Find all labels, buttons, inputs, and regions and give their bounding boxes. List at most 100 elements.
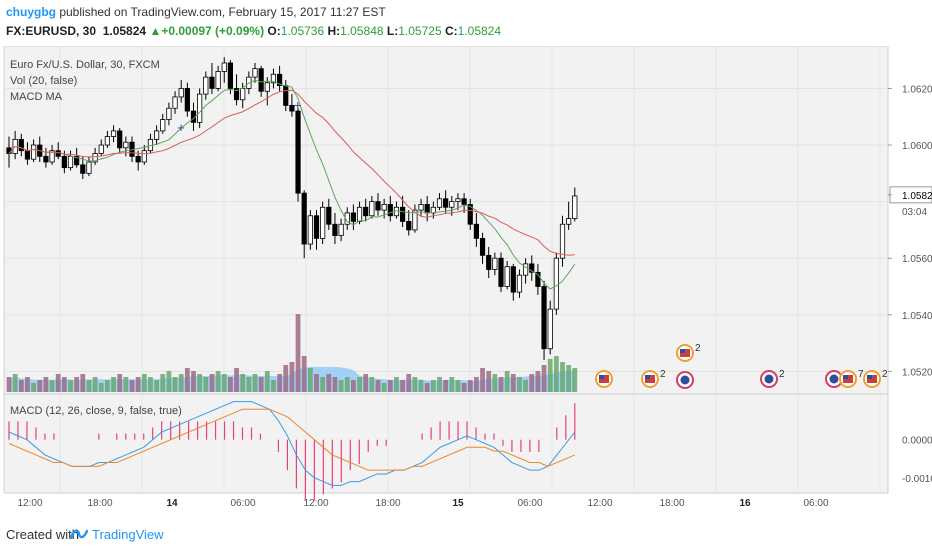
volume-bar: [394, 377, 399, 392]
candle-body: [436, 198, 443, 208]
volume-bar: [61, 377, 67, 392]
volume-bar: [129, 380, 135, 392]
volume-bar: [178, 374, 184, 392]
legend-title: Euro Fx/U.S. Dollar, 30, FXCM: [10, 59, 160, 71]
volume-bar: [535, 371, 541, 392]
footer: Created with TradingView: [0, 520, 932, 550]
volume-bar: [486, 371, 492, 392]
candle-body: [135, 155, 141, 163]
price-tick-label: 1.05824: [902, 191, 932, 202]
volume-bar: [271, 380, 276, 392]
candle-body: [369, 201, 375, 217]
tradingview-logo-icon[interactable]: [69, 527, 89, 544]
low-value: 1.05725: [398, 24, 442, 38]
volume-bar: [31, 383, 36, 392]
candle-body: [67, 155, 74, 169]
time-tick-label: 12:00: [587, 498, 612, 509]
candle-body: [289, 105, 295, 112]
candle-body: [233, 88, 240, 101]
volume-bar: [572, 368, 578, 392]
volume-bar: [148, 377, 153, 392]
candle-body: [479, 237, 486, 256]
volume-bar: [92, 377, 98, 392]
time-tick-label: 18:00: [375, 498, 400, 509]
candle-body: [258, 68, 264, 92]
volume-bar: [332, 377, 338, 392]
candle-body: [350, 212, 357, 222]
volume-bar: [264, 371, 270, 392]
candle-body: [418, 204, 424, 211]
volume-bar: [240, 374, 246, 392]
chart-header: chuygbg published on TradingView.com, Fe…: [0, 0, 932, 46]
volume-bar: [123, 377, 129, 392]
time-tick-label: 06:00: [517, 498, 542, 509]
candle-body: [153, 130, 160, 140]
candle-body: [49, 150, 55, 163]
candle-body: [455, 198, 461, 203]
volume-bar: [541, 365, 547, 392]
volume-bar: [141, 374, 147, 392]
candle-body: [363, 206, 369, 217]
axes-layer: 1.06200 1.06000 1.05824 03:04 1.05600 1.05400…: [17, 84, 932, 509]
candle-body: [412, 209, 418, 231]
event-count-label: 2: [660, 369, 666, 380]
volume-bar: [504, 371, 510, 392]
volume-bar: [437, 377, 442, 392]
volume-bar: [560, 362, 565, 392]
volume-bar: [68, 380, 73, 392]
volume-bar: [209, 374, 215, 392]
volume-bar: [412, 377, 418, 392]
author-link[interactable]: chuygbg: [6, 5, 56, 19]
candle-body: [24, 150, 31, 160]
volume-bar: [80, 374, 86, 392]
volume-bar: [449, 377, 455, 392]
candles-layer: [6, 57, 578, 361]
volume-bar: [160, 374, 166, 392]
change-value: +0.00097 (+0.09%): [161, 24, 265, 38]
volume-bar: [553, 356, 559, 392]
moving-averages-layer: ++: [8, 79, 576, 290]
volume-bar: [37, 380, 43, 392]
candle-body: [264, 82, 270, 92]
candle-body: [283, 85, 289, 106]
us-flag-icon: [645, 375, 650, 379]
candle-body: [92, 153, 98, 163]
candle-body: [209, 76, 215, 89]
candle-body: [356, 206, 363, 222]
volume-bar: [320, 377, 326, 392]
open-label: O:: [267, 24, 281, 38]
price-tick-label: 1.05600: [902, 254, 932, 265]
candle-body: [276, 73, 283, 87]
us-flag-icon: [680, 349, 685, 353]
candle-body: [572, 195, 578, 219]
price-tick-label: 1.06200: [902, 84, 932, 95]
volume-bar: [228, 377, 233, 392]
eu-flag-icon: [764, 374, 774, 384]
volume-bar: [258, 377, 264, 392]
volume-bar: [344, 377, 350, 392]
candle-body: [98, 144, 104, 154]
volume-bar: [184, 368, 190, 392]
cross-marker: +: [177, 120, 185, 135]
volume-bar: [215, 371, 221, 392]
time-tick-label: 12:00: [17, 498, 42, 509]
volume-bar: [49, 380, 55, 392]
tradingview-brand-link[interactable]: TradingView: [92, 527, 164, 542]
candle-body: [197, 93, 203, 123]
event-count-label: 2: [695, 343, 701, 354]
us-flag-icon: [843, 375, 848, 379]
event-count-label: 7: [858, 369, 864, 380]
candle-body: [295, 110, 301, 194]
volume-bar: [98, 383, 104, 392]
volume-bar: [369, 377, 375, 392]
volume-bar: [498, 377, 504, 392]
candle-body: [240, 88, 246, 101]
volume-bar: [203, 377, 209, 392]
macd-line: [8, 401, 576, 486]
volume-bar: [400, 380, 405, 392]
volume-bar: [387, 380, 393, 392]
volume-bar: [18, 380, 24, 392]
candle-body: [80, 164, 86, 174]
volume-bar: [234, 368, 239, 392]
